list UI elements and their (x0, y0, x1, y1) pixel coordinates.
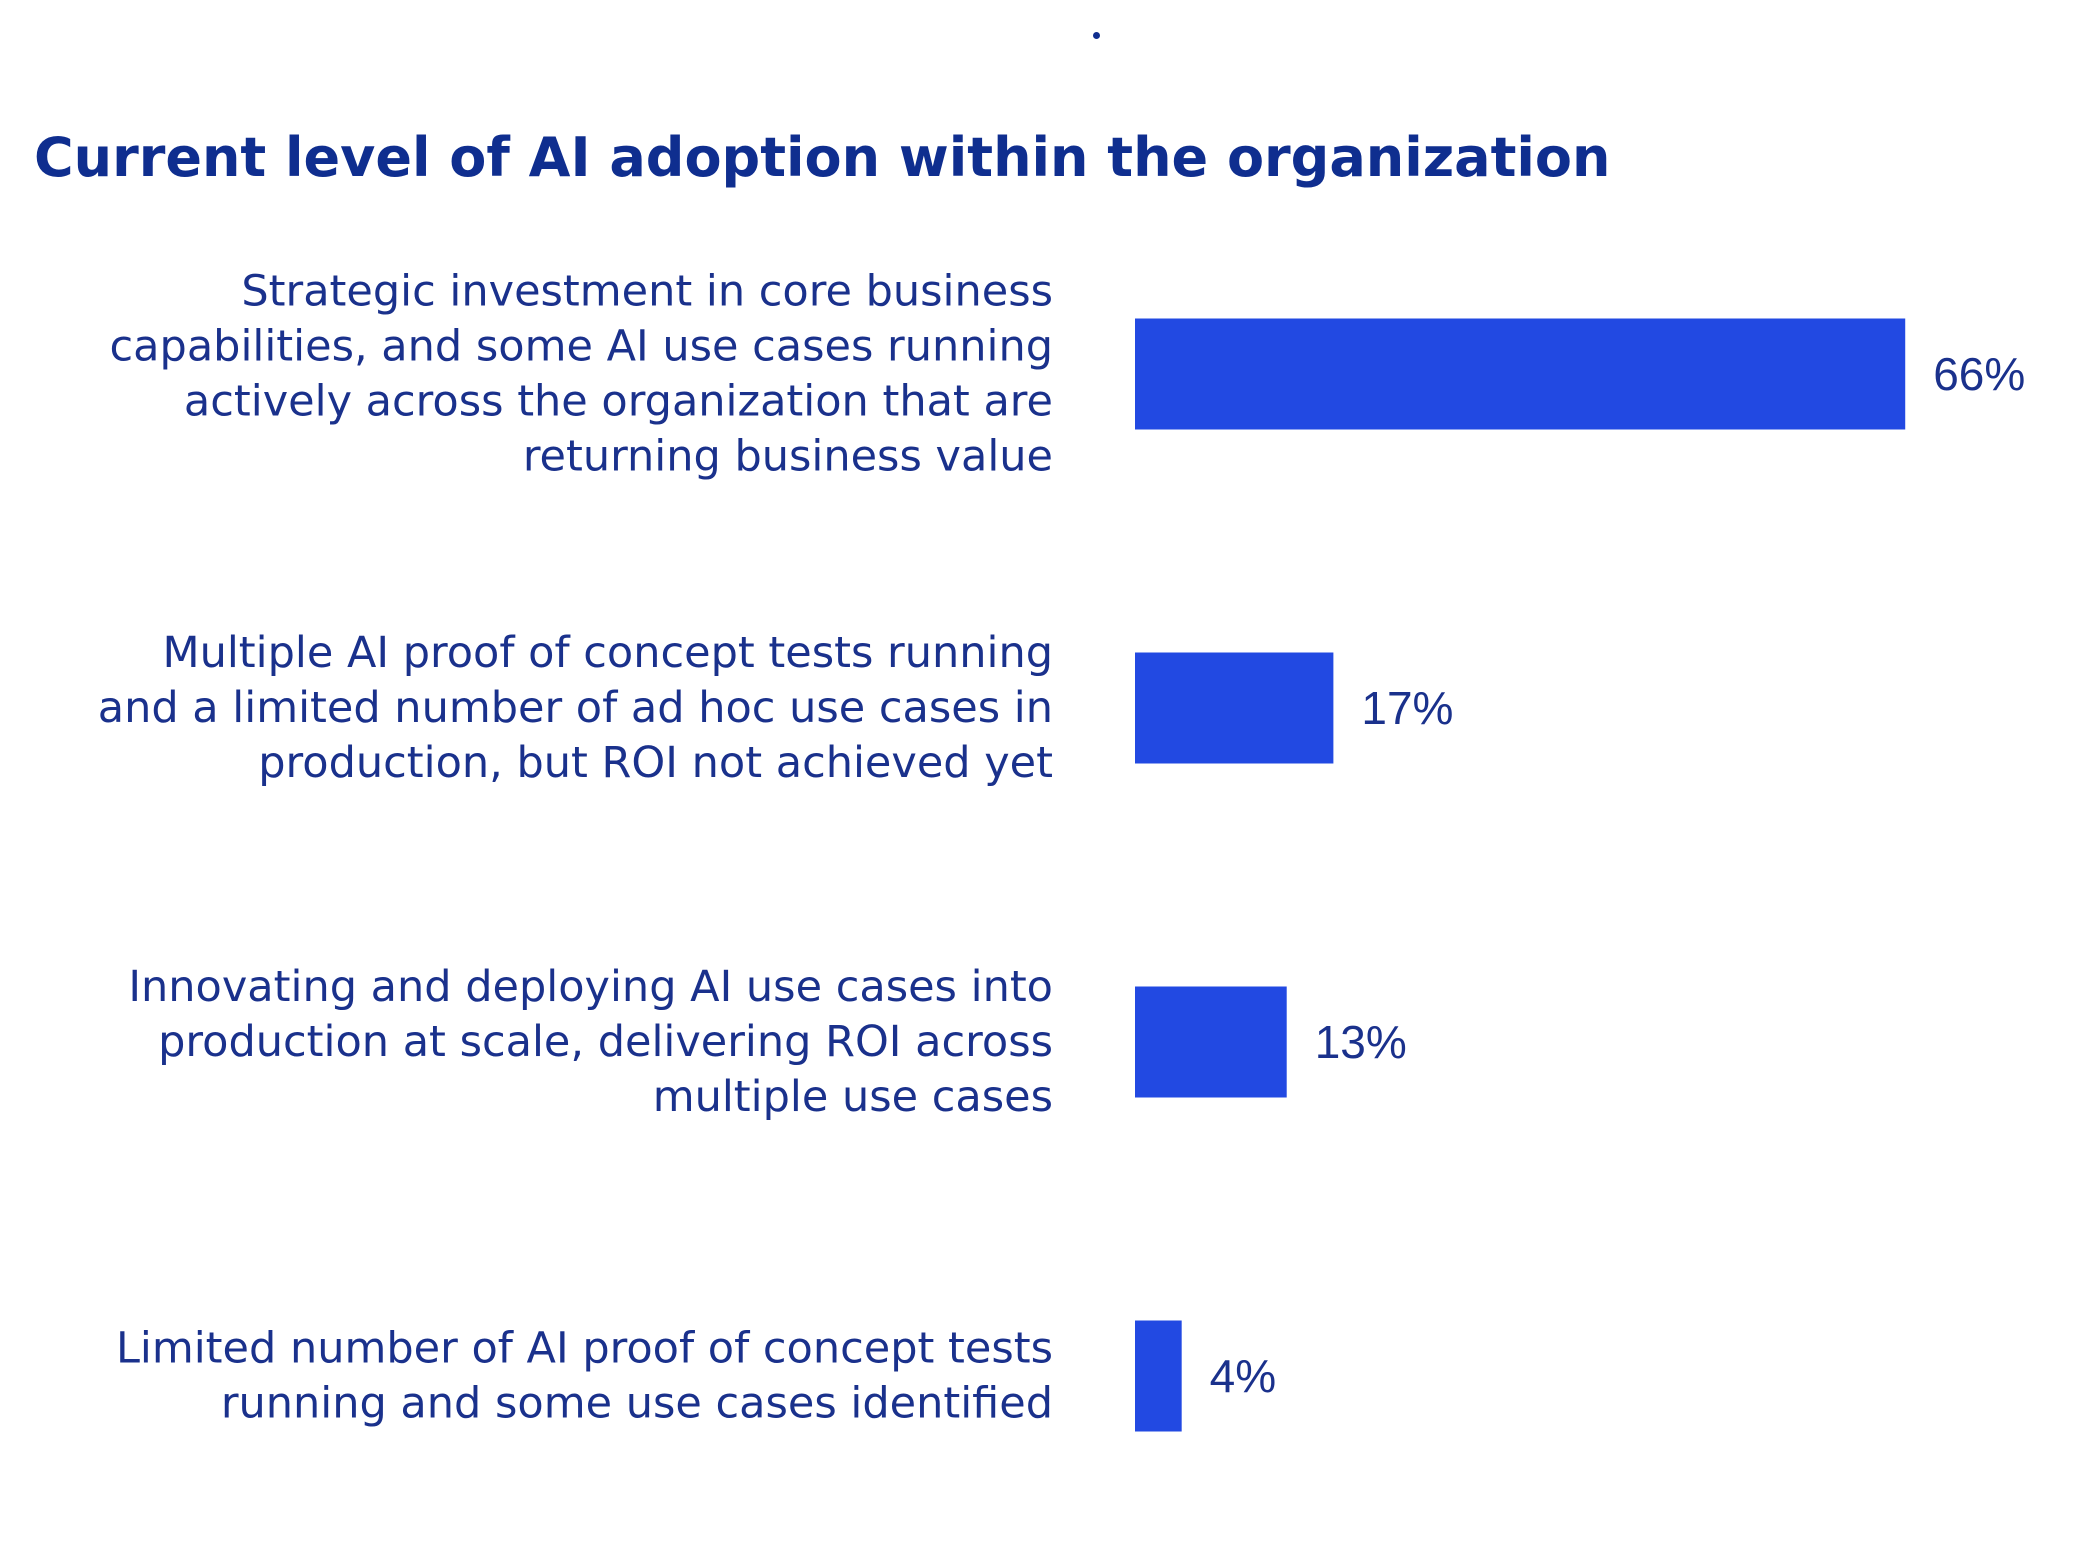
bar-2 (1135, 986, 1287, 1098)
category-label-1-line-2: production, but ROI not achieved yet (258, 738, 1053, 788)
value-labels-group: 66% 17% 13% 4% (1210, 348, 2026, 1402)
value-label-3: 4% (1210, 1350, 1276, 1402)
category-label-0-line-0: Strategic investment in core business (241, 267, 1053, 317)
header-dot (1093, 32, 1100, 39)
category-label-2: Innovating and deploying AI use cases in… (128, 962, 1053, 1122)
value-label-1: 17% (1361, 682, 1453, 734)
category-label-0: Strategic investment in core business cap… (110, 267, 1053, 482)
category-label-0-line-3: returning business value (523, 432, 1053, 482)
category-label-2-line-2: multiple use cases (653, 1072, 1053, 1122)
value-label-0: 66% (1933, 348, 2025, 400)
category-label-3-line-0: Limited number of AI proof of concept te… (116, 1324, 1053, 1374)
chart-title: Current level of AI adoption within the … (34, 126, 1611, 189)
category-label-3-line-1: running and some use cases identified (221, 1379, 1053, 1429)
category-label-1: Multiple AI proof of concept tests runni… (98, 628, 1053, 788)
bars-group (1135, 318, 1906, 1432)
category-label-3: Limited number of AI proof of concept te… (116, 1324, 1053, 1429)
category-label-2-line-1: production at scale, delivering ROI acro… (158, 1017, 1053, 1067)
category-labels-group: Strategic investment in core business cap… (98, 267, 1053, 1429)
category-label-1-line-0: Multiple AI proof of concept tests runni… (162, 628, 1053, 678)
value-label-2: 13% (1315, 1016, 1407, 1068)
category-label-1-line-1: and a limited number of ad hoc use cases… (98, 683, 1053, 733)
category-label-2-line-0: Innovating and deploying AI use cases in… (128, 962, 1053, 1012)
bar-0 (1135, 318, 1906, 430)
bar-3 (1135, 1320, 1182, 1432)
bar-1 (1135, 652, 1334, 764)
category-label-0-line-2: actively across the organization that ar… (184, 377, 1053, 427)
category-label-0-line-1: capabilities, and some AI use cases runn… (110, 322, 1053, 372)
